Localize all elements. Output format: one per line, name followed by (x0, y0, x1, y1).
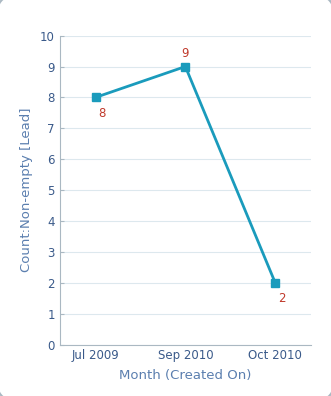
X-axis label: Month (Created On): Month (Created On) (119, 369, 252, 382)
Y-axis label: Count:Non-empty [Lead]: Count:Non-empty [Lead] (20, 108, 33, 272)
Text: 9: 9 (182, 47, 189, 60)
Text: 8: 8 (98, 107, 106, 120)
Text: 2: 2 (278, 292, 285, 305)
